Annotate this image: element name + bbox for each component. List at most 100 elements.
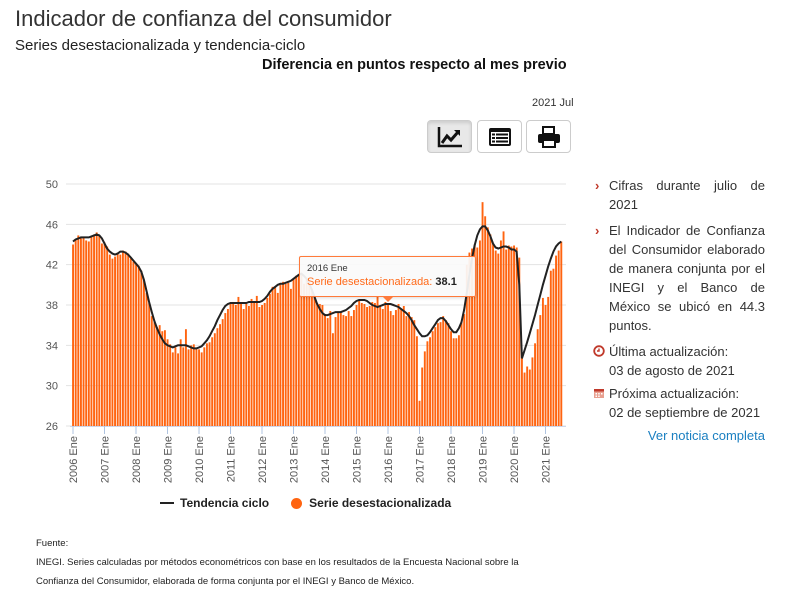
page-subtitle: Series desestacionalizada y tendencia-ci… [15,37,306,54]
bar [460,321,463,426]
bar [463,314,466,426]
bar [171,352,174,426]
bar [426,341,429,426]
bar [473,244,476,426]
bar [224,313,227,426]
bar [234,305,237,426]
bar [342,315,345,426]
bar [276,292,279,426]
y-tick-label: 42 [46,260,58,272]
bar [279,284,282,426]
bar [166,339,169,426]
print-icon [537,125,560,148]
bar [350,316,353,426]
bar [213,333,216,426]
bar [541,297,544,426]
legend-item-trend[interactable]: Tendencia ciclo [180,496,270,510]
x-tick-label: 2009 Ene [163,436,175,483]
bar [255,295,258,426]
bar [161,331,164,426]
last-update: Última actualización: 03 de agosto de 20… [593,342,765,380]
bar [337,312,340,426]
x-tick-label: 2014 Ene [320,436,332,483]
bar [439,322,442,426]
x-tick-label: 2017 Ene [415,436,427,483]
bar [174,347,177,426]
print-button[interactable] [526,120,571,153]
bar [211,337,214,426]
bar [308,281,311,426]
bar [381,309,384,426]
bar [132,261,135,426]
bar [108,254,111,426]
bar [232,301,235,426]
bar [119,254,122,426]
bar [247,306,250,426]
x-tick-label: 2012 Ene [257,436,269,483]
x-tick-label: 2006 Ene [68,436,80,483]
line-chart-icon [437,126,462,147]
bar [100,243,103,426]
bar [182,347,185,426]
bar [295,275,298,426]
x-tick-label: 2008 Ene [131,436,143,483]
bar [216,328,219,426]
bar [452,338,455,426]
bar [127,253,130,426]
bar [510,246,513,426]
page-title: Indicador de confianza del consumidor [15,6,392,31]
bar [153,322,156,426]
bar [85,240,88,426]
x-tick-label: 2015 Ene [352,436,364,483]
bar [192,344,195,426]
info-bullet: › Cifras durante julio de 2021 [595,176,765,214]
bar [195,348,198,426]
info-bullet: › El Indicador de Confianza del Consumido… [595,221,765,335]
bar [442,316,445,426]
bar [539,315,542,426]
full-news-link[interactable]: Ver noticia completa [647,428,765,443]
chevron-right-icon: › [595,223,600,238]
bar [274,286,277,426]
chart-view-button[interactable] [427,120,472,153]
bar [282,281,284,426]
bar [481,202,484,426]
bar [208,342,211,426]
bar [384,301,387,426]
bar [421,367,424,426]
bar [140,270,143,426]
bar [376,295,379,426]
x-tick-label: 2010 Ene [194,436,206,483]
y-tick-label: 34 [46,340,58,352]
bar [229,303,232,426]
bar [471,248,473,426]
bar [179,339,182,426]
bar [520,352,523,426]
bar [436,323,439,426]
bar [321,305,324,426]
bar [87,241,90,426]
bar [484,216,487,426]
tooltip-pointer [382,296,394,302]
bar [528,369,531,426]
bar [135,264,137,426]
bar [347,311,350,426]
bar [305,279,308,426]
bar [300,272,303,426]
bar [205,343,208,426]
bar [434,327,437,426]
bar [549,270,552,426]
bar [263,302,266,426]
table-view-button[interactable] [477,120,522,153]
bar [358,300,361,426]
bar [402,306,405,426]
bar [352,310,355,426]
bar [518,257,521,426]
bar [497,253,500,426]
bar [106,246,109,426]
legend-item-series[interactable]: Serie desestacionalizada [309,496,452,510]
next-update: Próxima actualización: 02 de septiembre … [594,384,765,422]
x-tick-label: 2020 Ene [509,436,521,483]
bar [187,349,190,426]
bar [536,329,539,426]
